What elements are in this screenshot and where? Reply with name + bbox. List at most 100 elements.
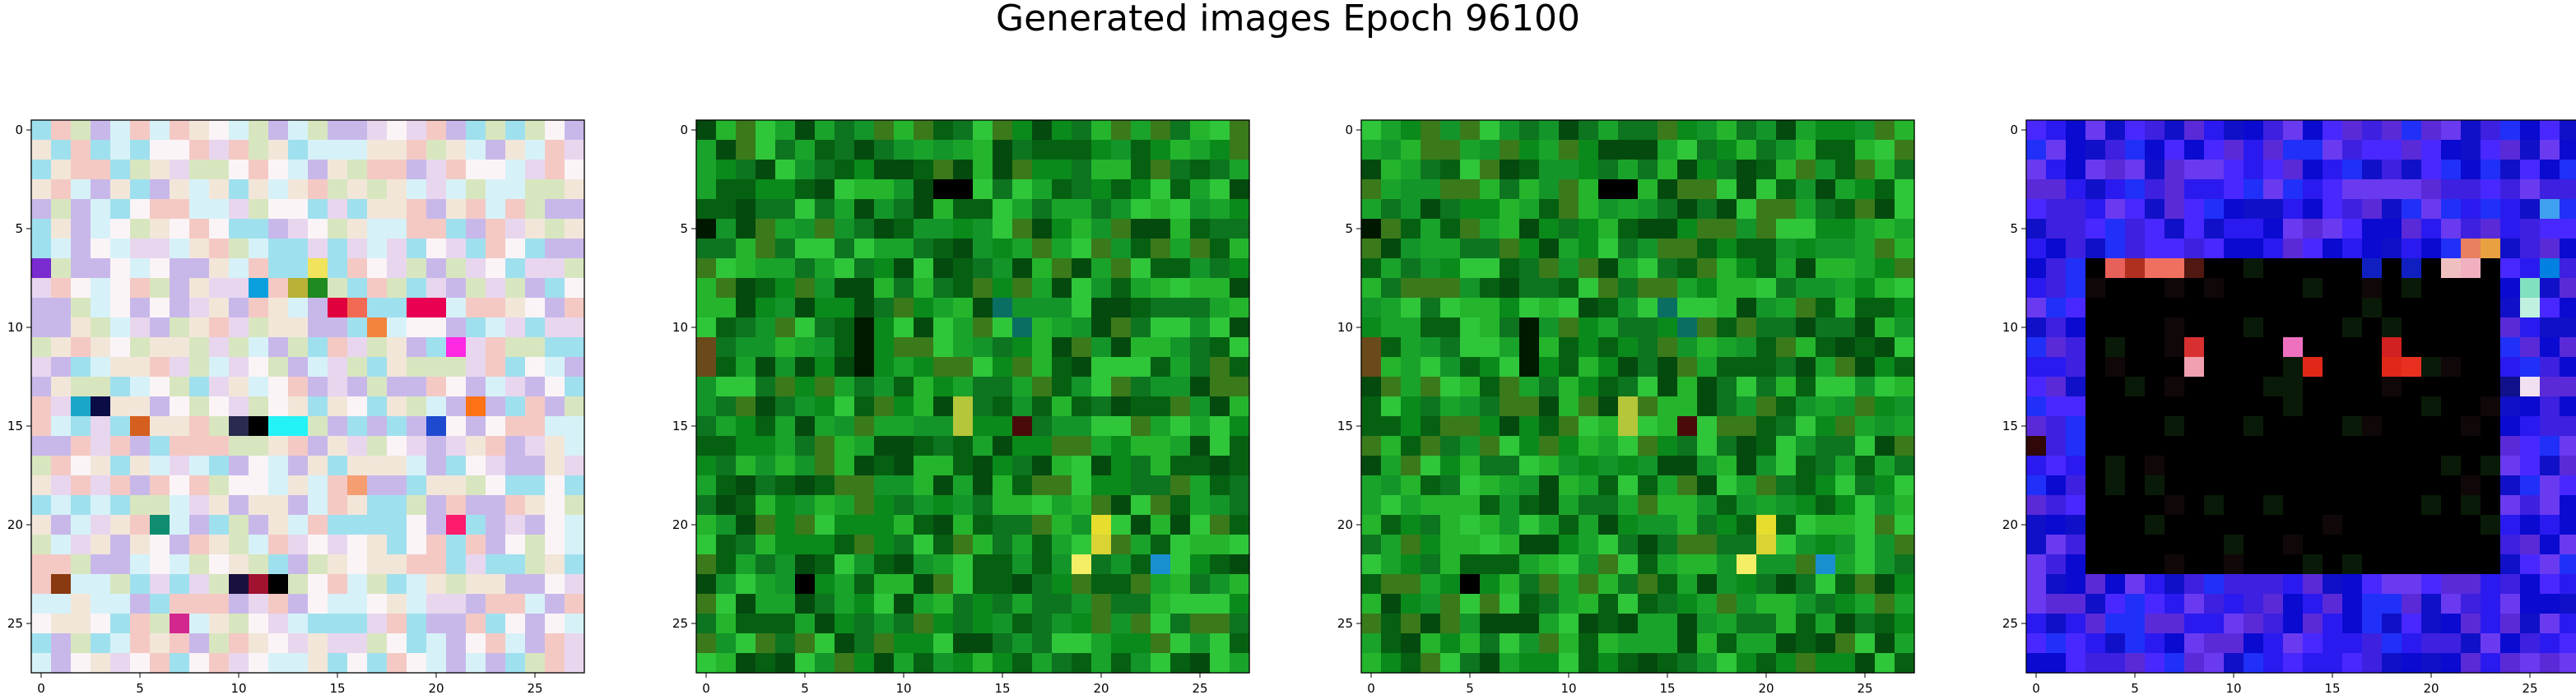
pixel-cell [2362, 120, 2383, 141]
pixel-cell [2560, 199, 2576, 220]
pixel-cell [933, 160, 954, 180]
pixel-cell [150, 535, 170, 555]
pixel-cell [2244, 140, 2264, 160]
pixel-cell [51, 258, 72, 279]
pixel-cell [1658, 199, 1678, 220]
pixel-cell [933, 298, 954, 318]
pixel-cell [1816, 515, 1836, 535]
pixel-cell [209, 140, 230, 160]
pixel-cell [2540, 377, 2560, 397]
pixel-cell [2500, 258, 2521, 279]
pixel-cell [1072, 219, 1092, 239]
pixel-cell [229, 337, 249, 358]
pixel-cell [407, 495, 427, 516]
pixel-cell [1697, 298, 1718, 318]
pixel-cell [1230, 337, 1250, 358]
pixel-cell [130, 160, 151, 180]
pixel-cell [2540, 258, 2560, 279]
pixel-cell [288, 515, 309, 535]
pixel-cell [31, 298, 52, 318]
pixel-cell [1579, 317, 1599, 338]
pixel-cell [1697, 357, 1718, 378]
pixel-cell [953, 614, 974, 634]
pixel-cell [1012, 357, 1033, 378]
pixel-cell [2560, 416, 2576, 437]
pixel-cell [2164, 633, 2185, 654]
pixel-cell [2540, 337, 2560, 358]
pixel-cell [2441, 554, 2462, 575]
pixel-cell [953, 554, 974, 575]
pixel-cell [1032, 535, 1053, 555]
pixel-cell [2323, 475, 2343, 496]
pixel-cell [854, 495, 875, 516]
pixel-cell [2560, 337, 2576, 358]
pixel-cell [1421, 574, 1441, 595]
pixel-cell [795, 239, 816, 259]
pixel-cell [1816, 160, 1836, 180]
pixel-cell [1052, 436, 1072, 456]
pixel-cell [2560, 317, 2576, 338]
pixel-cell [1381, 179, 1402, 200]
pixel-cell [1776, 653, 1797, 674]
pixel-cell [973, 633, 993, 654]
pixel-cell [1361, 337, 1382, 358]
pixel-cell [736, 317, 756, 338]
pixel-cell [993, 574, 1013, 595]
pixel-cell [736, 140, 756, 160]
pixel-cell [1895, 239, 1915, 259]
pixel-cell [2362, 140, 2383, 160]
pixel-cell [716, 317, 737, 338]
pixel-cell [367, 416, 388, 437]
pixel-cell [1875, 614, 1895, 634]
pixel-cell [874, 574, 895, 595]
pixel-cell [1717, 199, 1737, 220]
pixel-cell [130, 396, 151, 417]
pixel-cell [2303, 278, 2323, 299]
pixel-cell [1500, 416, 1520, 437]
pixel-cell [953, 179, 974, 200]
pixel-cell [2402, 239, 2422, 259]
pixel-cell [1460, 653, 1481, 674]
pixel-cell [716, 357, 737, 378]
pixel-cell [1230, 357, 1250, 378]
pixel-cell [795, 554, 816, 575]
pixel-cell [2085, 258, 2106, 279]
pixel-cell [1361, 436, 1382, 456]
pixel-cell [1697, 515, 1718, 535]
pixel-cell [1111, 396, 1132, 417]
pixel-cell [2481, 317, 2501, 338]
pixel-cell [2244, 653, 2264, 674]
pixel-cell [2283, 219, 2304, 239]
pixel-cell [1539, 199, 1560, 220]
pixel-cell [2263, 377, 2284, 397]
pixel-cell [775, 416, 796, 437]
pixel-cell [1131, 396, 1151, 417]
pixel-cell [446, 337, 467, 358]
pixel-cell [1579, 160, 1599, 180]
pixel-cell [2441, 337, 2462, 358]
pixel-cell [894, 337, 914, 358]
pixel-cell [1638, 614, 1658, 634]
pixel-cell [170, 357, 190, 378]
y-tick-label: 10 [2002, 320, 2018, 335]
pixel-cell [835, 199, 855, 220]
pixel-cell [288, 337, 309, 358]
pixel-cell [1361, 495, 1382, 516]
pixel-cell [387, 278, 407, 299]
pixel-cell [1756, 456, 1777, 476]
pixel-cell [2421, 456, 2442, 476]
pixel-cell [51, 495, 72, 516]
pixel-cell [170, 495, 190, 516]
pixel-cell [1052, 298, 1072, 318]
pixel-cell [2263, 298, 2284, 318]
pixel-cell [110, 278, 131, 299]
pixel-cell [51, 317, 72, 338]
pixel-cell [775, 377, 796, 397]
pixel-cell [71, 160, 91, 180]
pixel-cell [2382, 515, 2402, 535]
pixel-cell [229, 653, 249, 674]
pixel-cell [367, 436, 388, 456]
pixel-cell [268, 140, 289, 160]
pixel-cell [1816, 120, 1836, 141]
